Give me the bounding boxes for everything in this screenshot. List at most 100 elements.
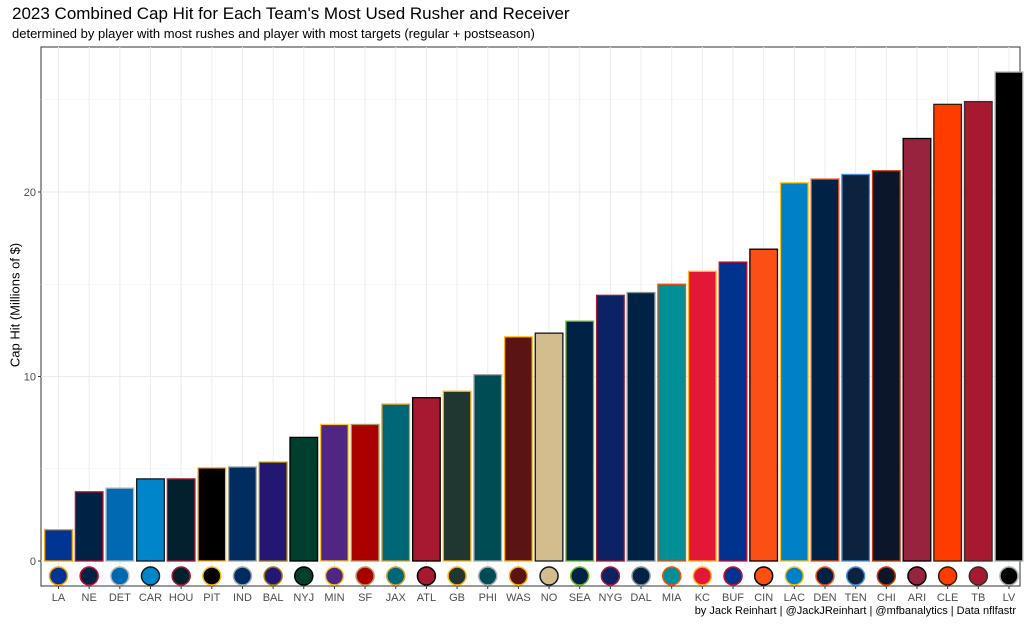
- x-tick-label: MIA: [662, 592, 682, 604]
- team-logo-icon: [202, 566, 222, 586]
- x-tick-label: PIT: [203, 592, 220, 604]
- x-tick-label: WAS: [506, 592, 531, 604]
- x-tick-label: MIN: [324, 592, 344, 604]
- bar-nyg: [595, 294, 625, 562]
- team-logo-icon: [447, 566, 467, 586]
- chart-subtitle: determined by player with most rushes an…: [12, 26, 535, 41]
- team-logo-icon: [232, 566, 253, 586]
- bar-kc: [687, 270, 717, 562]
- x-tick-label: NYG: [598, 592, 622, 604]
- bar-lv: [994, 71, 1024, 562]
- team-logo-icon: [140, 566, 161, 586]
- team-logo-icon: [815, 566, 835, 586]
- team-logo-icon: [723, 566, 743, 586]
- team-logo-icon: [386, 566, 406, 586]
- bars: [44, 71, 1024, 562]
- team-logo-icon: [999, 566, 1019, 586]
- team-logo-icon: [294, 566, 314, 586]
- team-logo-icon: [907, 566, 927, 586]
- x-tick-label: DET: [109, 592, 131, 604]
- team-logo-icon: [386, 566, 406, 586]
- team-logo-icon: [876, 566, 897, 586]
- x-tick-label: DAL: [630, 592, 651, 604]
- team-logo-icon: [48, 566, 69, 586]
- team-logo-icon: [907, 566, 927, 586]
- x-tick-label: TEN: [845, 592, 867, 604]
- team-logo-icon: [815, 566, 835, 586]
- x-tick-label: DEN: [813, 592, 836, 604]
- team-logo-icon: [324, 566, 345, 586]
- team-logo-icon: [937, 566, 958, 586]
- x-tick-label: LA: [52, 592, 66, 604]
- team-logo-icon: [508, 566, 529, 586]
- bar-ten: [841, 173, 871, 562]
- team-logo-icon: [723, 566, 743, 586]
- chart-title: 2023 Combined Cap Hit for Each Team's Mo…: [12, 4, 570, 23]
- x-tick-label: ATL: [417, 592, 436, 604]
- team-logo-icon: [631, 566, 651, 586]
- bar-nyj: [289, 436, 319, 562]
- team-logo-icon: [202, 566, 222, 586]
- team-logo-icon: [171, 566, 191, 586]
- x-tick-label: HOU: [169, 592, 194, 604]
- bar-was: [503, 336, 533, 562]
- x-tick-label: LV: [1003, 592, 1016, 604]
- y-tick-label: 10: [24, 372, 36, 384]
- bar-tb: [963, 100, 993, 562]
- bar-buf: [718, 261, 748, 562]
- team-logo-icon: [661, 566, 682, 586]
- bar-car: [136, 478, 165, 562]
- bar-det: [105, 487, 135, 562]
- team-logo-icon: [539, 566, 559, 586]
- team-logo-icon: [232, 566, 253, 586]
- team-logo-icon: [600, 566, 621, 586]
- x-tick-labels: LA NE DET CAR HOU PIT IND BAL NYJ MIN SF JAX ATL GB PH…: [52, 586, 1016, 604]
- bar-la: [44, 528, 73, 562]
- bar-jax: [381, 403, 411, 562]
- team-logo-icon: [140, 566, 161, 586]
- bar-pit: [197, 467, 227, 562]
- team-logo-icon: [416, 566, 437, 586]
- bar-den: [810, 178, 840, 562]
- y-tick-labels: 0 10 20: [24, 187, 41, 568]
- team-logo-icon: [753, 566, 774, 586]
- bar-atl: [411, 397, 441, 562]
- x-tick-label: JAX: [386, 592, 407, 604]
- x-tick-label: CIN: [754, 592, 773, 604]
- team-logo-icon: [294, 566, 314, 586]
- team-logo-icon: [999, 566, 1019, 586]
- team-logo-icon: [79, 566, 99, 586]
- bar-sea: [565, 320, 595, 562]
- x-tick-label: IND: [233, 592, 252, 604]
- x-tick-label: NYJ: [293, 592, 314, 604]
- team-logo-icon: [477, 566, 498, 586]
- x-tick-label: CAR: [139, 592, 162, 604]
- team-logo-icon: [968, 566, 989, 586]
- team-logo-icon: [784, 566, 805, 586]
- bar-no: [534, 332, 564, 562]
- team-logo-icon: [784, 566, 805, 586]
- bar-cin: [749, 248, 779, 562]
- team-logo-icon: [600, 566, 621, 586]
- team-logo-icon: [661, 566, 682, 586]
- team-logo-icon: [447, 566, 467, 586]
- bar-ind: [228, 466, 257, 562]
- team-logo-icon: [355, 566, 375, 586]
- team-logo-icon: [845, 566, 866, 586]
- team-logo-icon: [508, 566, 529, 586]
- team-logo-icon: [263, 566, 283, 586]
- x-tick-label: BAL: [263, 592, 284, 604]
- x-tick-label: NE: [82, 592, 97, 604]
- team-logo-icon: [845, 566, 866, 586]
- team-logo-icon: [753, 566, 774, 586]
- team-logo-icon: [692, 566, 713, 586]
- x-tick-label: BUF: [722, 592, 744, 604]
- x-tick-label: SEA: [569, 592, 592, 604]
- team-logo-icon: [355, 566, 375, 586]
- bar-min: [319, 423, 349, 562]
- team-logo-icon: [110, 566, 130, 586]
- x-tick-label: KC: [695, 592, 710, 604]
- x-tick-label: CLE: [937, 592, 958, 604]
- x-tick-label: LAC: [784, 592, 805, 604]
